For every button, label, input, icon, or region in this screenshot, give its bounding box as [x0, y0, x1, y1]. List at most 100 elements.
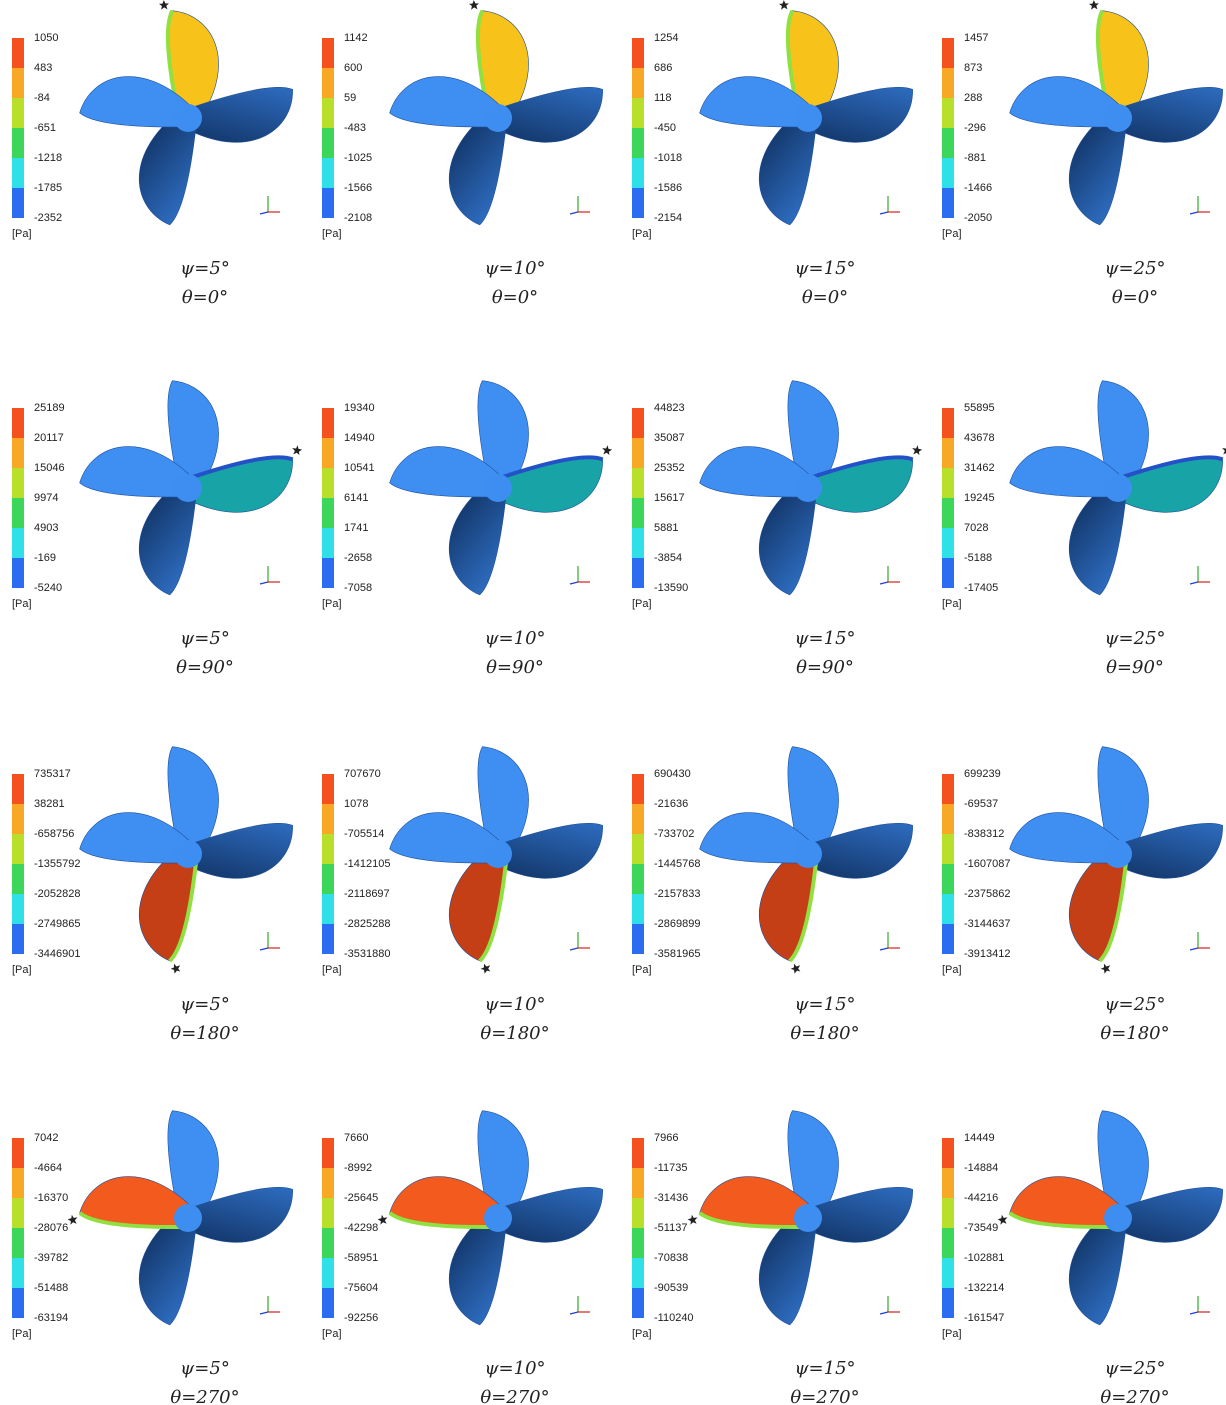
colorbar-segment: [322, 1198, 334, 1228]
legend-label: -3913412: [964, 948, 1011, 960]
panel: 1142 600 59 -483 -1025 -1566 -2108[Pa] ψ=10° θ=0…: [322, 0, 603, 308]
axis-triad: [879, 1296, 900, 1315]
colorbar-segment: [942, 834, 954, 864]
legend-label: 25189: [34, 402, 65, 414]
legend-label: -2658: [344, 552, 372, 564]
marker-star: [602, 445, 613, 456]
blade: [496, 87, 603, 143]
blade-surface: [787, 1110, 839, 1219]
caption-psi: ψ=15°: [794, 1358, 855, 1379]
hub: [174, 840, 202, 868]
propeller: [79, 0, 293, 226]
hub: [484, 474, 512, 502]
panel: 1254 686 118 -450 -1018 -1586 -2154[Pa] ψ=15° θ=…: [632, 0, 913, 308]
marker-star: [170, 963, 181, 974]
blade-surface: [1116, 1187, 1223, 1243]
panel: 690430 -21636 -733702 -1445768 -2157833 -2869…: [632, 746, 913, 1044]
legend-label: 31462: [964, 462, 995, 474]
blade: [806, 1187, 913, 1243]
colorbar-segment: [942, 1138, 954, 1168]
blade: [1116, 87, 1223, 143]
legend-label: -5188: [964, 552, 992, 564]
legend-label: -8992: [344, 1162, 372, 1174]
legend-label: -39782: [34, 1252, 68, 1264]
blade: [167, 380, 219, 489]
colorbar-segment: [632, 98, 644, 128]
colorbar-segment: [942, 498, 954, 528]
blade: [67, 1176, 191, 1230]
caption-theta: θ=270°: [790, 1387, 859, 1405]
colorbar-segment: [632, 68, 644, 98]
legend-label: -44216: [964, 1192, 998, 1204]
colorbar-segment: [942, 924, 954, 954]
propeller: [79, 380, 303, 596]
panel: 1050 483 -84 -651 -1218 -1785 -2352[Pa] ψ=5° θ=0…: [12, 0, 293, 308]
colorbar-segment: [942, 188, 954, 218]
marker-star: [468, 0, 479, 10]
legend-label: -84: [34, 92, 50, 104]
blade-surface: [1097, 380, 1149, 489]
colorbar-segment: [942, 98, 954, 128]
colorbar-segment: [322, 68, 334, 98]
panel: 699239 -69537 -838312 -1607087 -2375862 -3144…: [942, 746, 1223, 1044]
blade: [805, 445, 923, 513]
caption-psi: ψ=25°: [1104, 258, 1165, 279]
legend-label: -51488: [34, 1282, 68, 1294]
blade: [806, 87, 913, 143]
blade-surface: [186, 823, 293, 879]
colorbar-segment: [942, 804, 954, 834]
blade: [759, 114, 818, 226]
legend-label: -4664: [34, 1162, 62, 1174]
colorbar-segment: [322, 438, 334, 468]
colorbar-segment: [632, 894, 644, 924]
blade: [79, 446, 191, 498]
colorbar-segment: [12, 1198, 24, 1228]
blade-surface: [1069, 114, 1128, 226]
legend-unit: [Pa]: [942, 228, 962, 240]
legend-label: -1566: [344, 182, 372, 194]
blade: [1069, 484, 1128, 596]
blade: [806, 823, 913, 879]
blade-edge: [788, 856, 819, 963]
legend-unit: [Pa]: [942, 598, 962, 610]
caption-psi: ψ=25°: [1104, 994, 1165, 1015]
colorbar-segment: [12, 1288, 24, 1318]
legend-label: 1254: [654, 32, 678, 44]
caption-psi: ψ=25°: [1104, 1358, 1165, 1379]
colorbar-segment: [942, 1198, 954, 1228]
colorbar-segment: [632, 558, 644, 588]
blade-edge: [388, 1211, 497, 1230]
blade-surface: [806, 1187, 913, 1243]
caption-theta: θ=0°: [1112, 287, 1158, 308]
legend-label: -2157833: [654, 888, 701, 900]
legend-label: -90539: [654, 1282, 688, 1294]
colorbar-segment: [942, 1288, 954, 1318]
legend-label: 7966: [654, 1132, 678, 1144]
legend-unit: [Pa]: [12, 228, 32, 240]
marker-star: [158, 0, 169, 10]
legend-label: -51137: [654, 1222, 687, 1234]
propeller: [377, 1110, 603, 1326]
panel: 14449 -14884 -44216 -73549 -102881 -132214 -16…: [942, 1110, 1223, 1405]
legend-label: 25352: [654, 462, 685, 474]
blade: [1069, 114, 1128, 226]
axis: [569, 1311, 579, 1315]
colorbar-segment: [632, 498, 644, 528]
colorbar-segment: [632, 38, 644, 68]
hub: [484, 104, 512, 132]
blade-surface: [1009, 812, 1121, 864]
legend-label: 873: [964, 62, 982, 74]
blade: [167, 1110, 219, 1219]
blade: [389, 446, 501, 498]
legend-unit: [Pa]: [942, 1328, 962, 1340]
blade: [699, 76, 811, 128]
blade: [185, 445, 303, 513]
legend-label: -881: [964, 152, 986, 164]
caption-psi: ψ=15°: [794, 258, 855, 279]
blade-surface: [449, 1214, 508, 1326]
caption-psi: ψ=15°: [794, 628, 855, 649]
blade-surface: [79, 446, 191, 498]
blade-surface: [699, 76, 811, 128]
blade-surface: [477, 746, 529, 855]
